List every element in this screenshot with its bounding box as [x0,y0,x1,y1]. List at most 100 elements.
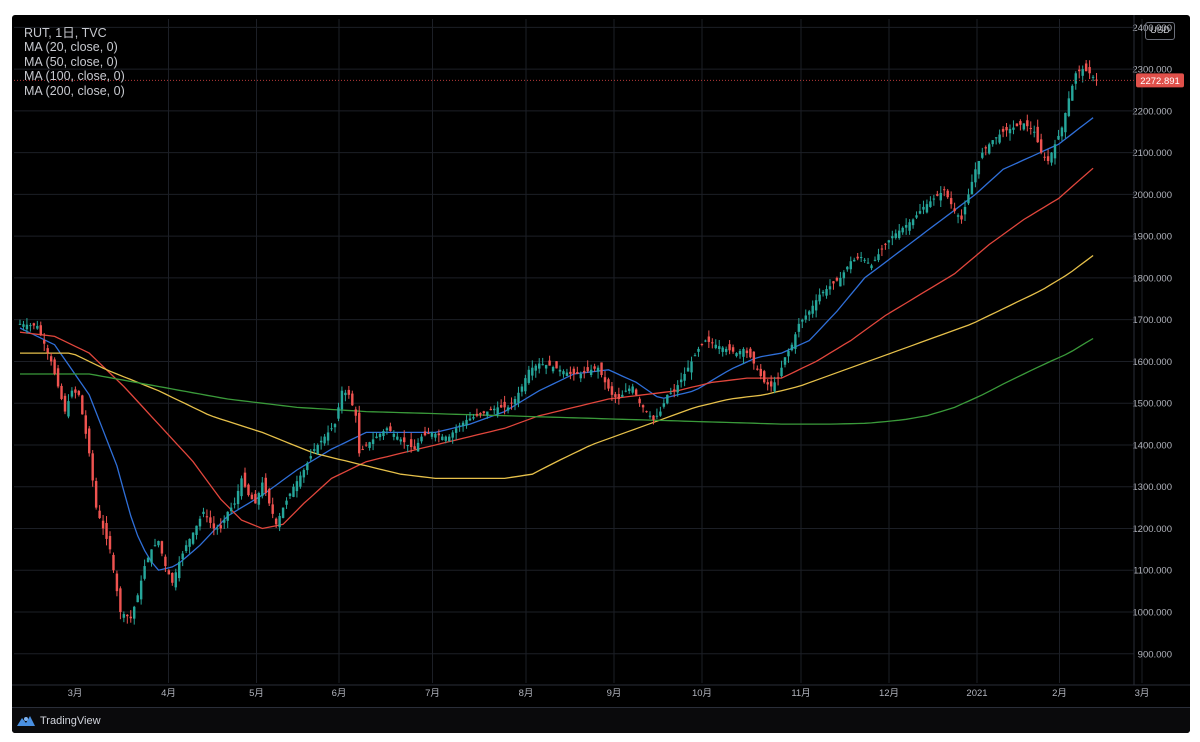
y-tick-label: 1500.000 [1132,399,1172,410]
candle-body [939,193,942,201]
candle-body [285,500,288,505]
candle-body [278,515,281,528]
candle-body [188,538,191,547]
candle-body [32,323,36,326]
y-tick-label: 1100.000 [1133,566,1172,577]
candle-body [413,446,416,450]
candle-body [1091,76,1095,78]
candle-body [295,481,299,492]
candle-body [988,144,991,154]
tradingview-icon [17,715,35,726]
candle-body [714,344,717,349]
candle-body [614,394,617,397]
candle-body [486,411,489,416]
candle-body [707,336,711,342]
x-tick-label: 8月 [519,688,534,699]
candle-body [956,215,960,217]
chart-panel[interactable]: RUT, 1日, TVC MA (20, close, 0) MA (50, c… [12,15,1190,733]
price-chart[interactable]: 900.000 1000.000 1100.000 1200.000 1300.000 1… [12,15,1190,707]
candle-body [330,428,333,430]
legend-ma100[interactable]: MA (100, close, 0) [24,69,125,84]
legend-ma50[interactable]: MA (50, close, 0) [24,54,118,69]
candle-body [139,580,143,600]
candle-body [22,324,25,327]
candle-body [119,588,122,613]
candle-body [129,616,132,619]
candle-body [593,366,596,369]
candle-body [409,439,413,448]
candles [18,60,1098,625]
candle-body [437,433,441,436]
candle-body [236,490,240,505]
candle-body [517,392,520,403]
tradingview-logo[interactable]: TradingView [16,715,101,727]
y-tick-label: 1600.000 [1132,357,1172,368]
candle-body [690,361,693,373]
candle-body [832,281,835,284]
candle-body [160,541,164,554]
candle-body [991,140,994,145]
time-axis[interactable]: 3月 4月 5月 6月 7月 8月 9月 10月 11月 12月 2021 2月 3月 [12,684,1190,699]
legend-ma20[interactable]: MA (20, close, 0) [24,40,118,55]
candle-body [984,147,987,149]
candle-body [752,351,756,364]
candle-body [513,399,517,405]
currency-badge[interactable]: USD [1145,22,1175,40]
ma-line-ma200 [20,337,1094,425]
candle-body [25,324,29,330]
candle-body [178,561,181,579]
candle-body [1053,144,1057,159]
legend-symbol[interactable]: RUT, 1日, TVC [24,26,107,40]
candle-body [884,243,887,245]
candle-body [39,325,42,335]
candle-body [673,389,676,391]
candle-body [773,382,776,392]
candle-body [209,517,212,523]
candle-body [202,511,205,514]
candle-body [731,347,735,352]
candle-body [1026,120,1029,127]
candle-body [1084,63,1088,72]
candle-body [84,415,87,434]
candle-body [801,319,804,322]
candle-body [558,369,562,372]
candle-body [63,395,67,412]
candle-body [641,405,645,408]
candle-body [81,395,84,415]
ma-line-ma50 [19,167,1094,530]
candle-body [506,407,510,411]
candle-body [60,385,63,400]
candle-body [524,378,527,392]
candle-body [361,449,364,451]
price-axis[interactable]: 900.000 1000.000 1100.000 1200.000 1300.000 1… [1132,15,1172,685]
candle-body [389,426,392,432]
candle-body [981,152,984,158]
candle-body [274,518,278,525]
candle-body [243,472,247,487]
candle-body [164,556,167,567]
y-tick-label: 1800.000 [1132,273,1172,284]
candle-body [946,190,949,198]
candle-body [49,356,53,362]
candle-body [358,412,361,454]
candle-body [603,377,607,383]
candle-body [219,525,222,529]
candle-body [254,493,257,504]
candle-body [683,373,686,381]
candle-body [1064,112,1067,133]
candle-body [105,523,108,539]
candle-body [510,402,513,404]
last-price: 2272.891 [14,73,1184,88]
candle-body [67,401,70,417]
legend-ma200[interactable]: MA (200, close, 0) [24,83,125,98]
candle-body [769,381,773,387]
x-tick-label: 10月 [692,688,712,699]
candle-body [74,389,77,393]
candle-body [859,257,863,259]
y-tick-label: 2200.000 [1132,106,1172,117]
candle-body [347,389,351,395]
x-tick-label: 7月 [425,688,440,699]
last-price-label: 2272.891 [1140,76,1180,87]
candle-body [399,439,402,442]
candle-body [846,266,849,270]
